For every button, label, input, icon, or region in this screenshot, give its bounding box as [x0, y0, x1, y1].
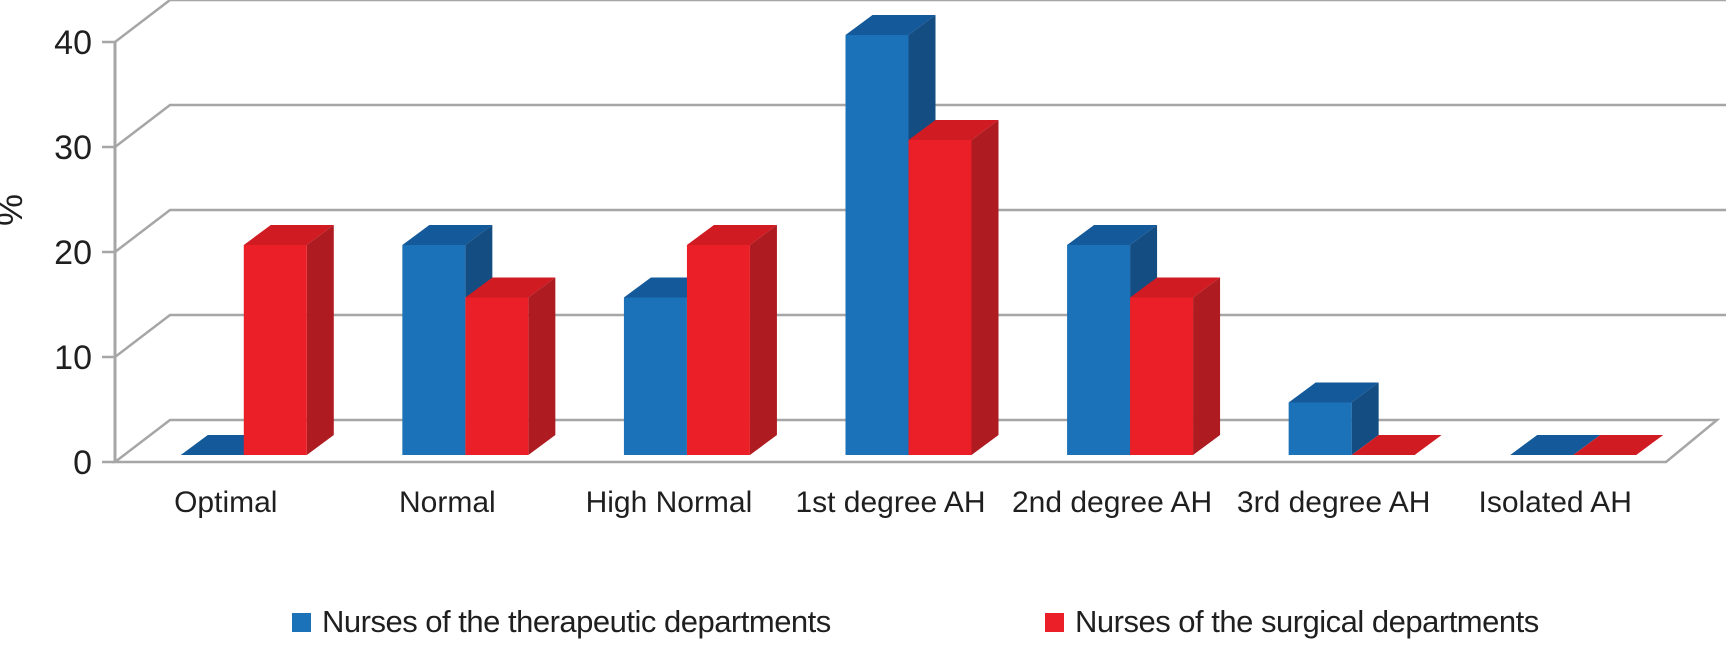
y-tick-label-0: 0: [73, 444, 92, 482]
category-label-normal: Normal: [399, 486, 496, 519]
bar-side-surgical-normal: [528, 277, 556, 455]
bar-front-therapeutic-normal: [402, 245, 466, 455]
y-tick-label-40: 40: [54, 24, 92, 62]
category-label-optimal: Optimal: [174, 486, 277, 519]
bar-front-therapeutic-1st-degree-ah: [845, 35, 909, 455]
category-label-high-normal: High Normal: [586, 486, 753, 519]
bar-top-therapeutic-2nd-degree-ah: [1067, 225, 1158, 245]
bar-side-surgical-2nd-degree-ah: [1193, 277, 1221, 455]
bar-front-surgical-2nd-degree-ah: [1130, 297, 1194, 455]
bar-top-surgical-2nd-degree-ah: [1130, 277, 1221, 298]
y-tick-label-10: 10: [54, 339, 92, 377]
bar-top-therapeutic-normal: [402, 225, 493, 245]
bar-front-surgical-normal: [465, 297, 529, 455]
bar-front-surgical-optimal: [243, 245, 307, 455]
legend-swatch-blue-icon: [292, 612, 311, 632]
bar-top-therapeutic-3rd-degree-ah: [1288, 382, 1379, 403]
legend-item-therapeutic: Nurses of the therapeutic departments: [292, 604, 831, 640]
bar-front-therapeutic-high-normal: [623, 297, 687, 455]
bar-side-surgical-high-normal: [749, 225, 777, 455]
bar-side-therapeutic-3rd-degree-ah: [1351, 382, 1379, 455]
y-axis-title: %: [0, 194, 30, 226]
legend-item-surgical: Nurses of the surgical departments: [1045, 604, 1539, 640]
y-tick-label-20: 20: [54, 234, 92, 272]
bar-side-surgical-1st-degree-ah: [971, 120, 999, 455]
legend-label-therapeutic: Nurses of the therapeutic departments: [322, 604, 831, 639]
bar-top-surgical-normal: [465, 277, 556, 298]
bar-top-surgical-optimal: [243, 225, 334, 245]
category-label-2nd-degree-ah: 2nd degree AH: [1012, 486, 1212, 519]
legend-swatch-red-icon: [1045, 612, 1064, 632]
gridline-20: [114, 208, 1726, 253]
bar-front-surgical-1st-degree-ah: [908, 140, 972, 455]
category-label-3rd-degree-ah: 3rd degree AH: [1237, 486, 1430, 519]
category-label-isolated-ah: Isolated AH: [1478, 486, 1631, 519]
y-tick-label-30: 30: [54, 129, 92, 167]
category-label-1st-degree-ah: 1st degree AH: [795, 486, 985, 519]
bar-flat-surgical-isolated-ah: [1573, 435, 1664, 455]
legend-label-surgical: Nurses of the surgical departments: [1075, 604, 1539, 639]
bar-flat-therapeutic-isolated-ah: [1510, 435, 1601, 455]
bar-flat-surgical-3rd-degree-ah: [1351, 435, 1442, 455]
bar-top-surgical-1st-degree-ah: [908, 120, 999, 140]
bar-side-surgical-optimal: [306, 225, 334, 455]
bar-top-therapeutic-1st-degree-ah: [845, 15, 936, 35]
bar-top-surgical-high-normal: [686, 225, 777, 245]
gridline-40: [114, 0, 1726, 43]
bar-front-therapeutic-2nd-degree-ah: [1067, 245, 1131, 455]
bar-front-surgical-high-normal: [686, 245, 750, 455]
bar-front-therapeutic-3rd-degree-ah: [1288, 402, 1352, 455]
gridline-30: [114, 103, 1726, 148]
